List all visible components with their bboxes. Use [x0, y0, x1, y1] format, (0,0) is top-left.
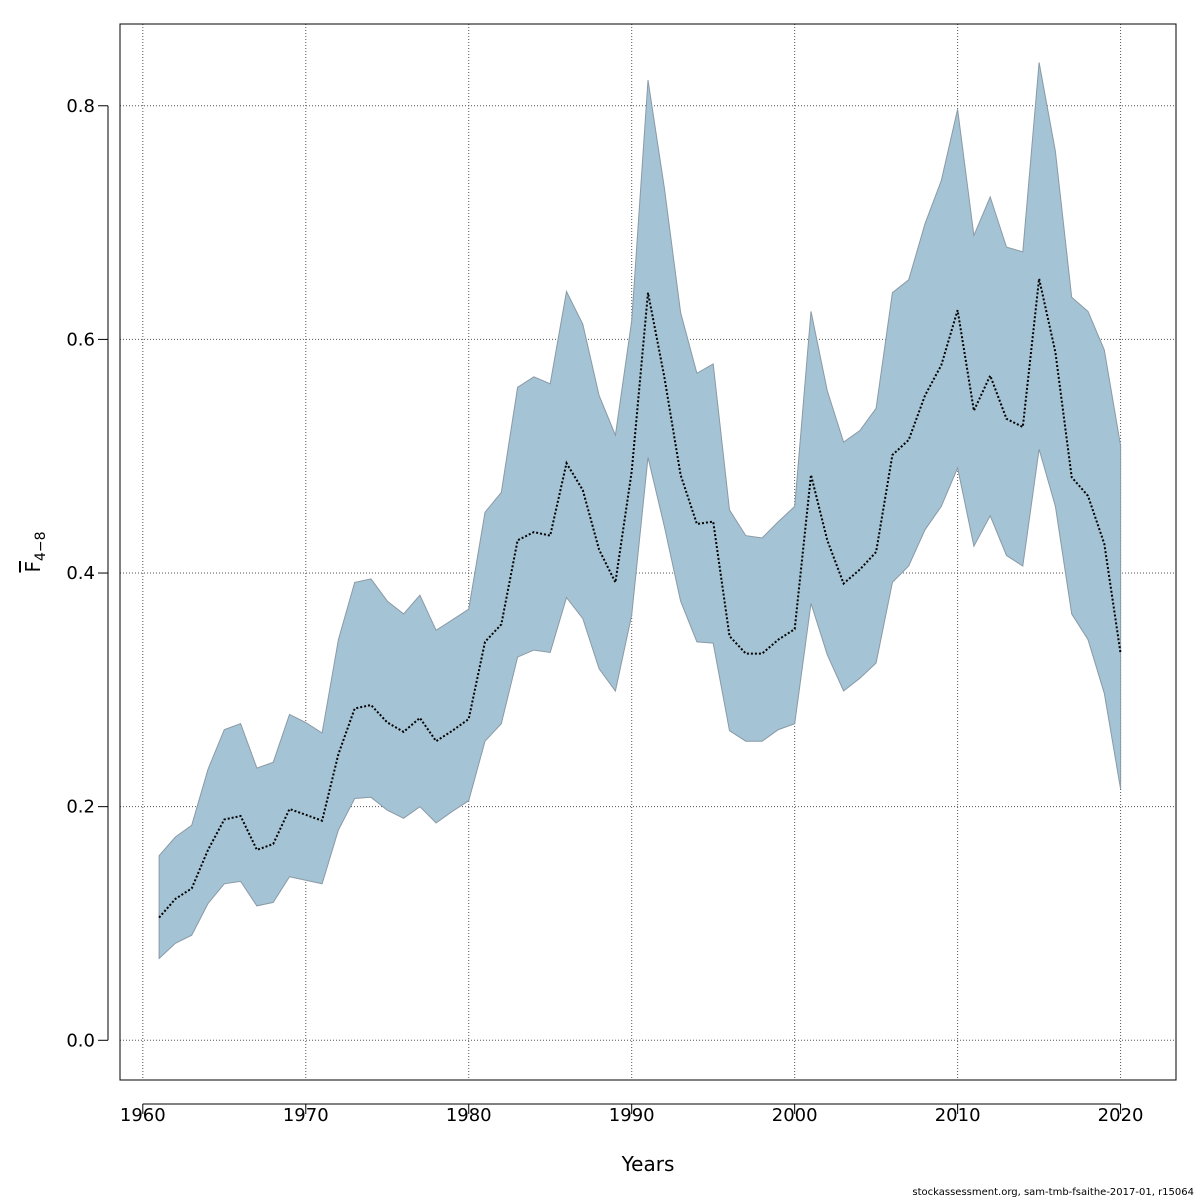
x-tick-label: 1990	[609, 1105, 655, 1126]
x-tick-label: 2000	[772, 1105, 818, 1126]
x-tick-label: 1970	[283, 1105, 329, 1126]
x-tick-label: 1980	[446, 1105, 492, 1126]
y-axis-label-main: F	[21, 561, 45, 573]
y-axis-label-sub: 4−8	[33, 531, 49, 561]
x-axis-label: Years	[621, 1152, 675, 1176]
svg-text:F4−8: F4−8	[21, 531, 49, 572]
y-tick-label: 0.4	[66, 563, 95, 584]
x-axis: 1960 1970 1980 1990 2000 2010 2020	[120, 1103, 1144, 1126]
x-tick-label: 2010	[935, 1105, 981, 1126]
x-tick-label: 1960	[120, 1105, 166, 1126]
footer-credit: stockassessment.org, sam-tmb-fsaithe-201…	[912, 1187, 1194, 1198]
y-tick-label: 0.8	[66, 96, 95, 117]
y-tick-label: 0.6	[66, 329, 95, 350]
x-tick-label: 2020	[1098, 1105, 1144, 1126]
y-axis: 0.0 0.2 0.4 0.6 0.8	[66, 96, 109, 1051]
y-axis-label: F4−8	[21, 531, 49, 572]
estimate-line	[158, 278, 1122, 919]
plot-frame	[119, 23, 1177, 1081]
y-tick-label: 0.0	[66, 1030, 95, 1051]
confidence-band	[158, 62, 1122, 960]
y-tick-label: 0.2	[66, 797, 95, 818]
